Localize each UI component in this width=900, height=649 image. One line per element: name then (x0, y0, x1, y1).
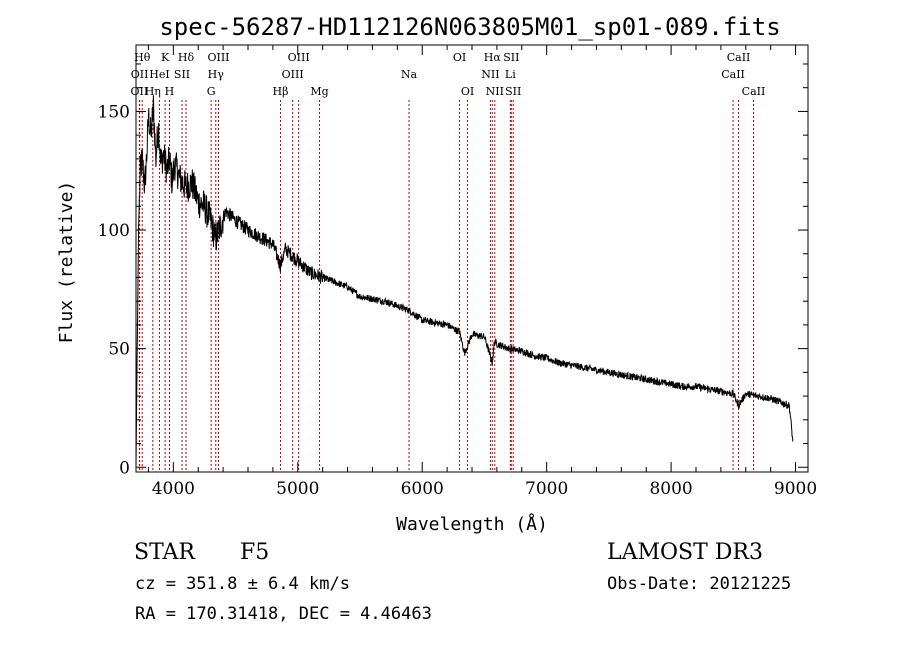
spectral-line-label: Hη (145, 85, 161, 98)
y-tick-label: 0 (119, 458, 130, 478)
y-axis: 0 50 100 150 (98, 63, 808, 478)
observation-date: Obs-Date: 20121225 (607, 574, 792, 594)
x-axis-label: Wavelength (Å) (396, 513, 548, 535)
x-tick-label: 6000 (401, 479, 444, 499)
x-tick-label: 9000 (774, 479, 817, 499)
x-axis: 4000 5000 6000 7000 8000 9000 (147, 45, 817, 499)
x-tick-label: 8000 (649, 479, 692, 499)
plot-frame (135, 44, 809, 473)
spectral-line-label: Hβ (273, 85, 289, 98)
y-tick-label: 50 (108, 340, 130, 360)
spectral-line-label: OIII (288, 51, 310, 64)
spectral-line-label: OIII (282, 68, 304, 81)
spectral-line-label: OI (461, 85, 474, 98)
x-tick-label: 7000 (525, 479, 568, 499)
spectral-subclass: F5 (240, 540, 270, 565)
spectral-line-label: OI (453, 51, 466, 64)
spectral-line-label: NII (486, 85, 504, 98)
y-axis-label: Flux (relative) (56, 181, 77, 344)
spectral-line-label: Li (505, 68, 516, 81)
y-tick-label: 150 (98, 102, 130, 122)
object-class: STAR (134, 540, 195, 565)
spectral-line-label: OII (131, 85, 149, 98)
emission-line-markers (138, 100, 754, 472)
sky-coordinates: RA = 170.31418, DEC = 4.46463 (135, 604, 432, 624)
spectral-line-label: CaII (721, 68, 745, 81)
survey-name: LAMOST DR3 (607, 540, 763, 565)
spectral-line-label: OII (131, 68, 149, 81)
y-tick-label: 100 (98, 221, 130, 241)
spectral-line-label: Mg (310, 85, 328, 98)
x-tick-label: 5000 (276, 479, 319, 499)
spectral-line-label: H (165, 85, 175, 98)
spectral-line-label: NII (481, 68, 499, 81)
chart-title: spec-56287-HD112126N063805M01_sp01-089.f… (159, 13, 780, 41)
spectral-line-label: K (161, 51, 170, 64)
spectrum-line (135, 95, 794, 468)
spectral-line-label: Hθ (134, 51, 151, 64)
spectral-line-label: SII (503, 51, 519, 64)
spectral-line-label: OIII (207, 51, 229, 64)
emission-line-labels: OIIHθOIIHηHeIKHSIIHδGHγOIIIHβOIIIOIIIMgN… (131, 51, 766, 98)
spectral-line-label: Na (401, 68, 418, 81)
spectral-line-label: HeI (149, 68, 169, 81)
spectral-line-label: Hδ (178, 51, 195, 64)
spectral-line-label: CaII (742, 85, 766, 98)
spectral-line-label: SII (505, 85, 521, 98)
spectral-line-label: SII (174, 68, 190, 81)
spectral-line-label: Hα (484, 51, 502, 64)
spectral-line-label: G (207, 85, 216, 98)
x-tick-label: 4000 (152, 479, 195, 499)
redshift-velocity: cz = 351.8 ± 6.4 km/s (135, 574, 350, 594)
spectral-line-label: Hγ (208, 68, 225, 81)
spectral-line-label: CaII (727, 51, 751, 64)
